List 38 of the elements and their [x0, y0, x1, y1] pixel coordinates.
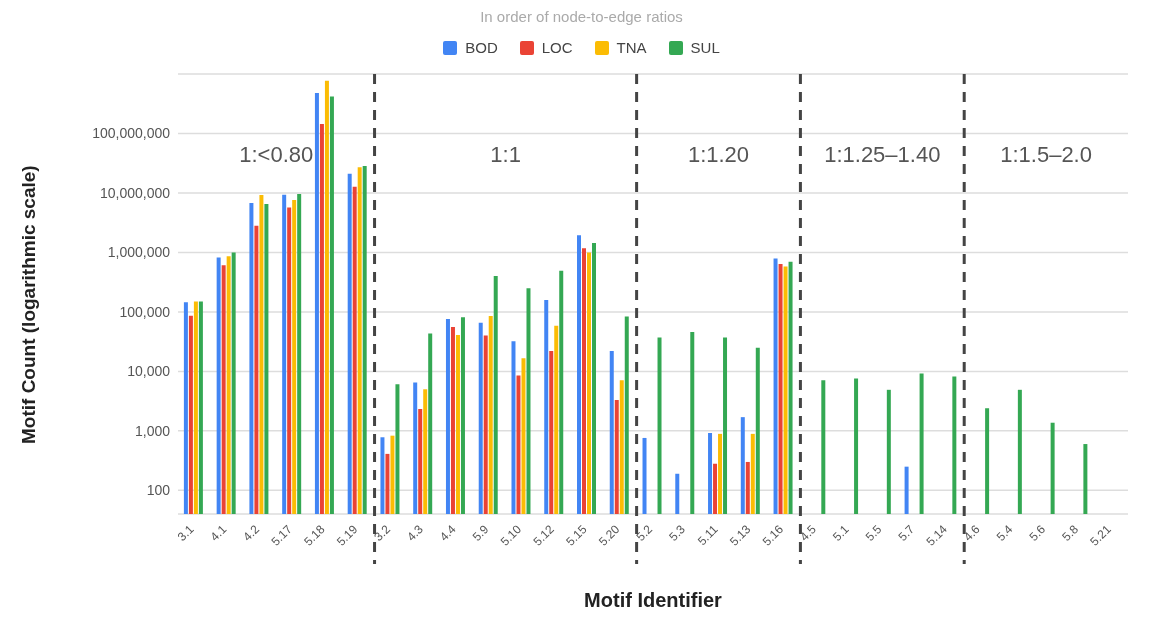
x-tick-label: 4.5: [797, 522, 820, 544]
x-tick-label: 5.1: [829, 522, 852, 544]
x-tick-label: 5.21: [1087, 521, 1114, 549]
legend-label: TNA: [616, 39, 647, 56]
y-tick-label: 100,000: [119, 303, 171, 320]
y-axis-title: Motif Count (logarithmic scale): [17, 165, 39, 444]
x-tick-label: 5.5: [862, 522, 885, 544]
x-tick-label: 4.4: [436, 522, 459, 544]
x-tick-label: 5.6: [1026, 522, 1049, 544]
x-tick-label: 5.8: [1059, 522, 1082, 544]
x-tick-label: 3.1: [174, 522, 197, 544]
annotation: 1:1.20: [687, 142, 750, 167]
x-axis-title: Motif Identifier: [584, 589, 723, 611]
y-tick-label: 1,000: [134, 422, 171, 439]
y-tick-label: 100,000,000: [92, 125, 171, 142]
x-tick-label: 4.1: [207, 522, 230, 544]
annotation: 1:1.25–1.40: [824, 142, 941, 167]
x-tick-label: 5.7: [895, 522, 918, 544]
x-tick-label: 4.2: [240, 522, 263, 544]
y-tick-label: 1,000,000: [107, 244, 171, 261]
x-tick-label: 5.2: [633, 522, 656, 544]
x-tick-label: 5.3: [666, 522, 689, 544]
legend-label: BOD: [465, 39, 498, 56]
x-tick-label: 5.4: [993, 522, 1016, 544]
x-tick-label: 4.6: [961, 522, 983, 544]
annotation: 1:<0.80: [239, 142, 314, 167]
chart-title: In order of node-to-edge ratios: [479, 8, 684, 25]
y-tick-label: 100: [146, 482, 171, 499]
x-tick-label: 5.9: [469, 522, 492, 544]
x-tick-label: 4.3: [404, 522, 427, 544]
legend-label: LOC: [541, 39, 573, 56]
x-tick-label: 3.2: [371, 522, 394, 544]
legend-label: SUL: [690, 39, 720, 56]
y-tick-label: 10,000: [127, 363, 171, 380]
annotation: 1:1: [490, 142, 521, 167]
x-tick-label: 5.11: [694, 521, 721, 549]
y-tick-label: 10,000,000: [99, 184, 171, 201]
annotation: 1:1.5–2.0: [1000, 142, 1092, 167]
